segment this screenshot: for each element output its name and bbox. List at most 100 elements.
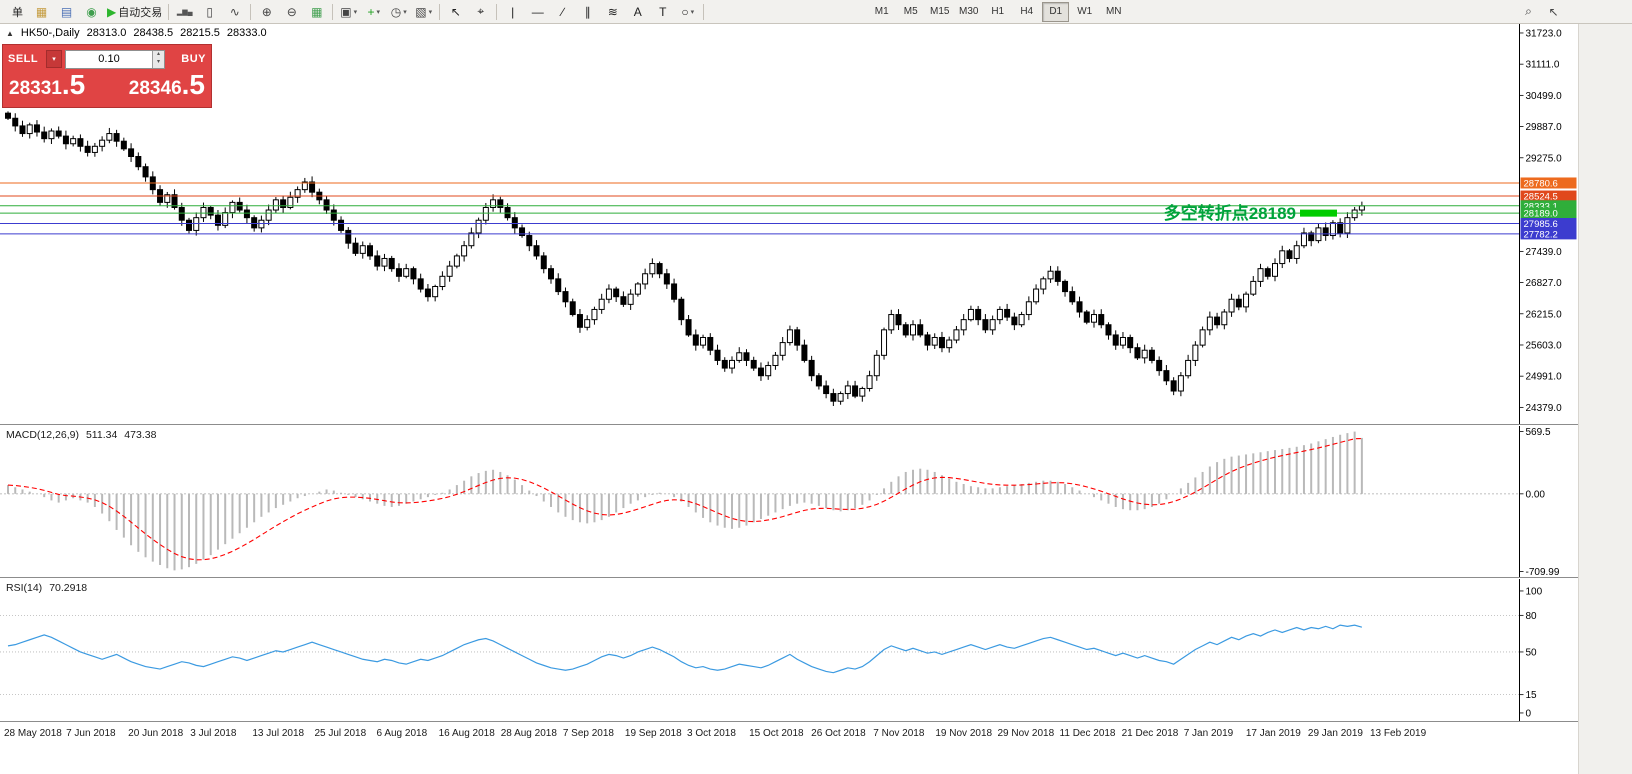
- chart-profile-icon[interactable]: ▦: [29, 1, 54, 23]
- buy-button[interactable]: BUY: [181, 53, 206, 65]
- sell-price-main: 28331: [9, 78, 62, 99]
- quick-cursor-icon[interactable]: ↖: [1548, 4, 1559, 19]
- fibonacci-icon-glyph: ≋: [607, 4, 618, 19]
- caret-down-icon: ▾: [376, 8, 380, 16]
- zoom-in-icon[interactable]: ⊕: [254, 1, 279, 23]
- price-tag-label: 27985.6: [1524, 219, 1558, 230]
- zoom-out-icon[interactable]: ⊖: [279, 1, 304, 23]
- text-icon[interactable]: A: [625, 1, 650, 23]
- date-label: 7 Sep 2018: [563, 728, 615, 739]
- tile-windows-icon[interactable]: ▦: [304, 1, 329, 23]
- price-axis-tick: 26827.0: [1526, 278, 1563, 289]
- macd-axis-tick: 569.5: [1526, 427, 1551, 438]
- volume-spinner: ▴ ▾: [152, 50, 164, 68]
- turning-point-highlight[interactable]: [1300, 209, 1337, 217]
- ohlc-open: 28313.0: [86, 27, 127, 39]
- date-label: 26 Oct 2018: [811, 728, 866, 739]
- timeframe-m1[interactable]: M1: [874, 6, 889, 17]
- new-order-button[interactable]: 单: [4, 1, 29, 23]
- crosshair-icon[interactable]: ⌖: [468, 1, 493, 23]
- charts-list-icon[interactable]: ▣ ▾: [336, 1, 361, 23]
- volume-down-icon[interactable]: ▾: [156, 59, 160, 65]
- timeframe-m30[interactable]: M30: [959, 6, 979, 17]
- toolbar-separator: [496, 3, 498, 20]
- level-lines[interactable]: 28780.6 28524.528333.128189.027985.627782…: [0, 177, 1577, 240]
- price-tag: [1520, 190, 1577, 202]
- horizontal-line-icon-glyph: —: [531, 4, 544, 19]
- templates-icon[interactable]: ▧ ▾: [411, 1, 436, 23]
- navigator-icon[interactable]: ◉: [79, 1, 104, 23]
- vertical-line-icon[interactable]: |: [500, 1, 525, 23]
- autotrading-button[interactable]: ▶ 自动交易: [104, 1, 165, 23]
- candlestick-chart-icon[interactable]: ▯: [197, 1, 222, 23]
- caret-down-icon: ▾: [690, 8, 695, 16]
- caret-down-icon: ▾: [428, 8, 433, 16]
- macd-histogram: [7, 431, 1363, 571]
- date-label: 20 Jun 2018: [128, 728, 183, 739]
- buy-price[interactable]: 28346.5: [129, 71, 205, 100]
- price-tag-label: 28189.0: [1524, 209, 1558, 220]
- timeframe-h4[interactable]: H4: [1020, 6, 1034, 17]
- price-axis-tick: 24991.0: [1526, 372, 1563, 383]
- vertical-line-icon-glyph: |: [511, 4, 515, 19]
- macd-value-signal: 473.38: [124, 429, 157, 441]
- date-label: 6 Aug 2018: [377, 728, 428, 739]
- price-tag-label: 28333.1: [1524, 201, 1558, 212]
- collapse-indicators-icon[interactable]: ▲: [6, 28, 14, 38]
- price-chart[interactable]: 28780.6 28524.528333.128189.027985.627782…: [0, 24, 1632, 424]
- new-order-button-label: 单: [12, 6, 23, 19]
- panel-separator[interactable]: [0, 424, 1632, 425]
- timeframe-mn[interactable]: MN: [1105, 6, 1122, 17]
- timeframe-h1[interactable]: H1: [991, 6, 1005, 17]
- timeframe-d1[interactable]: D1: [1042, 1, 1070, 22]
- toolbar-separator: [703, 3, 705, 20]
- turning-point-annotation[interactable]: 多空转折点28189: [1164, 203, 1296, 223]
- timeframe-m15[interactable]: M15: [930, 6, 950, 17]
- rsi-panel[interactable]: 100 80 50 15 0: [0, 579, 1632, 721]
- price-axis-tick: 31111.0: [1526, 60, 1560, 71]
- toolbar-separator: [439, 3, 441, 20]
- date-label: 25 Jul 2018: [314, 728, 366, 739]
- cursor-icon[interactable]: ↖: [443, 1, 468, 23]
- sell-price[interactable]: 28331.5: [9, 71, 85, 100]
- timeframe-m5[interactable]: M5: [903, 6, 918, 17]
- trendline-icon[interactable]: ∕: [550, 1, 575, 23]
- horizontal-line-icon[interactable]: —: [525, 1, 550, 23]
- one-click-settings-caret[interactable]: ▾: [46, 50, 62, 68]
- volume-up-icon[interactable]: ▴: [156, 50, 160, 57]
- shapes-icon[interactable]: ○ ▾: [675, 1, 700, 23]
- price-tag: [1520, 177, 1577, 189]
- indicators-icon[interactable]: + ▾: [361, 1, 386, 23]
- toolbar-separator: [332, 3, 334, 20]
- date-label: 13 Feb 2019: [1370, 728, 1427, 739]
- rsi-name: RSI(14): [6, 582, 43, 594]
- volume-input[interactable]: 0.10 ▴ ▾: [65, 49, 165, 69]
- bar-chart-icon[interactable]: ▂▆▄: [172, 1, 197, 23]
- channel-icon[interactable]: ∥: [575, 1, 600, 23]
- sell-button[interactable]: SELL: [8, 53, 39, 65]
- periods-icon[interactable]: ◷ ▾: [386, 1, 411, 23]
- timeframe-w1[interactable]: W1: [1077, 6, 1093, 17]
- price-axis-tick: 26215.0: [1526, 309, 1563, 320]
- charts-list-icon-glyph: ▣: [340, 4, 352, 19]
- price-axis-tick: 27439.0: [1526, 247, 1563, 258]
- panel-separator[interactable]: [0, 721, 1632, 722]
- navigator-icon-glyph: ◉: [86, 4, 97, 19]
- one-click-price-row: 28331.5 28346.5: [3, 71, 211, 100]
- rsi-axis-tick: 100: [1526, 586, 1543, 597]
- market-watch-icon[interactable]: ▤: [54, 1, 79, 23]
- date-label: 29 Nov 2018: [997, 728, 1054, 739]
- search-icon[interactable]: ⌕: [1525, 4, 1532, 18]
- ohlc-close: 28333.0: [226, 27, 267, 39]
- line-chart-icon[interactable]: ∿: [222, 1, 247, 23]
- one-click-trading-panel: SELL ▾ 0.10 ▴ ▾ BUY 28331.5 28346.5: [2, 44, 212, 108]
- label-icon[interactable]: T: [650, 1, 675, 23]
- time-axis[interactable]: 28 May 2018 7 Jun 2018 20 Jun 2018 3 Jul 20…: [0, 722, 1632, 744]
- panel-separator[interactable]: [0, 577, 1632, 578]
- volume-value: 0.10: [98, 53, 120, 65]
- fibonacci-icon[interactable]: ≋: [600, 1, 625, 23]
- macd-panel[interactable]: 569.5 0.00 -709.99: [0, 426, 1632, 577]
- zoom-in-icon-glyph: ⊕: [261, 4, 272, 19]
- date-label: 7 Nov 2018: [873, 728, 925, 739]
- toolbar-left-group: 单 ▦ ▤ ◉ ▶ 自动交易 ▂▆▄ ▯ ∿ ⊕ ⊖ ▦ ▣ ▾ + ▾ ◷ ▾ ▧ ▾ ↖ ⌖ | — ∕ ∥ ≋ A T ○ ▾: [4, 0, 867, 23]
